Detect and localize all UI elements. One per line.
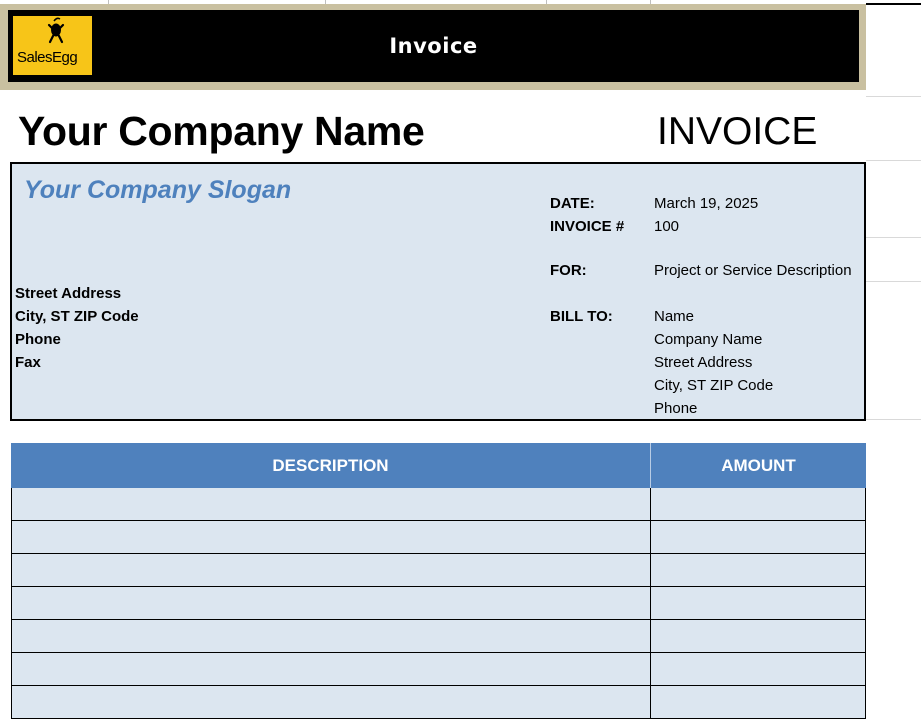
table-row (11, 587, 866, 620)
table-row (11, 554, 866, 587)
header-banner: SalesEgg Invoice (8, 10, 859, 82)
document-type-title: INVOICE (657, 110, 818, 153)
for-value[interactable]: Project or Service Description (654, 262, 852, 279)
table-row (11, 521, 866, 554)
table-header: DESCRIPTION AMOUNT (11, 443, 866, 488)
city-state-zip[interactable]: City, ST ZIP Code (15, 308, 139, 325)
description-cell[interactable] (12, 620, 651, 652)
bill-to-phone[interactable]: Phone (654, 400, 698, 417)
bill-to-name[interactable]: Name (654, 308, 695, 325)
amount-cell[interactable] (651, 488, 865, 520)
table-row (11, 620, 866, 653)
bill-to-street[interactable]: Street Address (654, 354, 753, 371)
table-row (11, 686, 866, 719)
date-label: DATE: (550, 195, 595, 212)
amount-cell[interactable] (651, 554, 865, 586)
bill-to-city[interactable]: City, ST ZIP Code (654, 377, 774, 394)
bill-to-company[interactable]: Company Name (654, 331, 763, 348)
egg-figure-icon (47, 17, 65, 44)
amount-cell[interactable] (651, 653, 865, 685)
logo-text: SalesEgg (17, 49, 78, 66)
banner-title: Invoice (389, 34, 478, 58)
fax[interactable]: Fax (15, 354, 41, 371)
date-value[interactable]: March 19, 2025 (654, 195, 759, 212)
sheet-margin (866, 0, 921, 699)
bill-to-label: BILL TO: (550, 308, 613, 325)
description-cell[interactable] (12, 686, 651, 718)
phone[interactable]: Phone (15, 331, 61, 348)
table-row (11, 653, 866, 686)
company-name[interactable]: Your Company Name (18, 108, 425, 154)
description-cell[interactable] (12, 554, 651, 586)
for-label: FOR: (550, 262, 587, 279)
description-cell[interactable] (12, 587, 651, 619)
header-banner-frame: SalesEgg Invoice (0, 4, 866, 90)
amount-cell[interactable] (651, 587, 865, 619)
column-header-amount: AMOUNT (721, 456, 796, 475)
table-row (11, 488, 866, 521)
amount-cell[interactable] (651, 620, 865, 652)
amount-cell[interactable] (651, 686, 865, 718)
description-cell[interactable] (12, 521, 651, 553)
column-header-description: DESCRIPTION (272, 456, 389, 475)
logo: SalesEgg (13, 16, 92, 75)
sheet-gridlines (0, 0, 921, 4)
description-cell[interactable] (12, 488, 651, 520)
amount-cell[interactable] (651, 521, 865, 553)
company-slogan[interactable]: Your Company Slogan (24, 176, 292, 204)
description-cell[interactable] (12, 653, 651, 685)
invoice-number-value[interactable]: 100 (654, 218, 680, 235)
invoice-info-panel: Your Company Slogan Street Address City,… (10, 162, 866, 421)
invoice-number-label: INVOICE # (550, 218, 625, 235)
street-address[interactable]: Street Address (15, 285, 122, 302)
